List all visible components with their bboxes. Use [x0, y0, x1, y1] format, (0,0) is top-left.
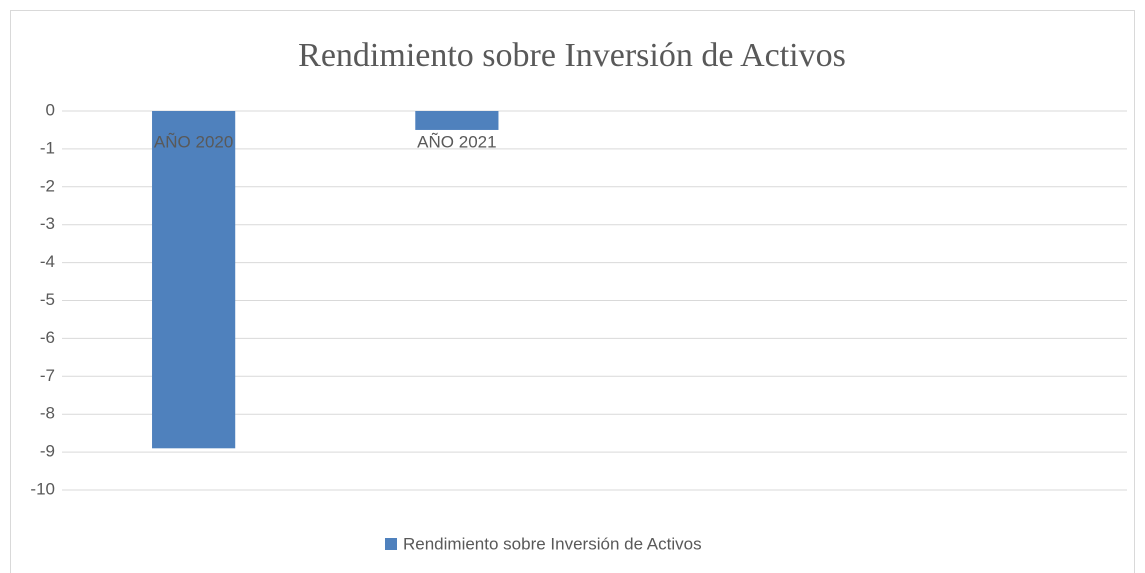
y-tick-label: -7	[40, 366, 55, 385]
bar	[415, 111, 499, 130]
y-tick-label: -9	[40, 442, 55, 461]
chart-title: Rendimiento sobre Inversión de Activos	[298, 37, 846, 74]
y-tick-label: -8	[40, 404, 55, 423]
y-tick-label: -4	[40, 252, 55, 271]
x-tick-label: AÑO 2021	[417, 132, 496, 151]
y-tick-label: 0	[46, 100, 55, 119]
y-tick-label: -2	[40, 176, 55, 195]
y-tick-label: -3	[40, 214, 55, 233]
legend-label: Rendimiento sobre Inversión de Activos	[403, 534, 702, 553]
bar	[152, 111, 236, 449]
x-tick-label: AÑO 2020	[154, 132, 233, 151]
legend-swatch	[385, 538, 397, 550]
y-tick-label: -6	[40, 328, 55, 347]
y-tick-label: -5	[40, 290, 55, 309]
y-tick-label: -10	[30, 479, 55, 498]
y-tick-label: -1	[40, 138, 55, 157]
